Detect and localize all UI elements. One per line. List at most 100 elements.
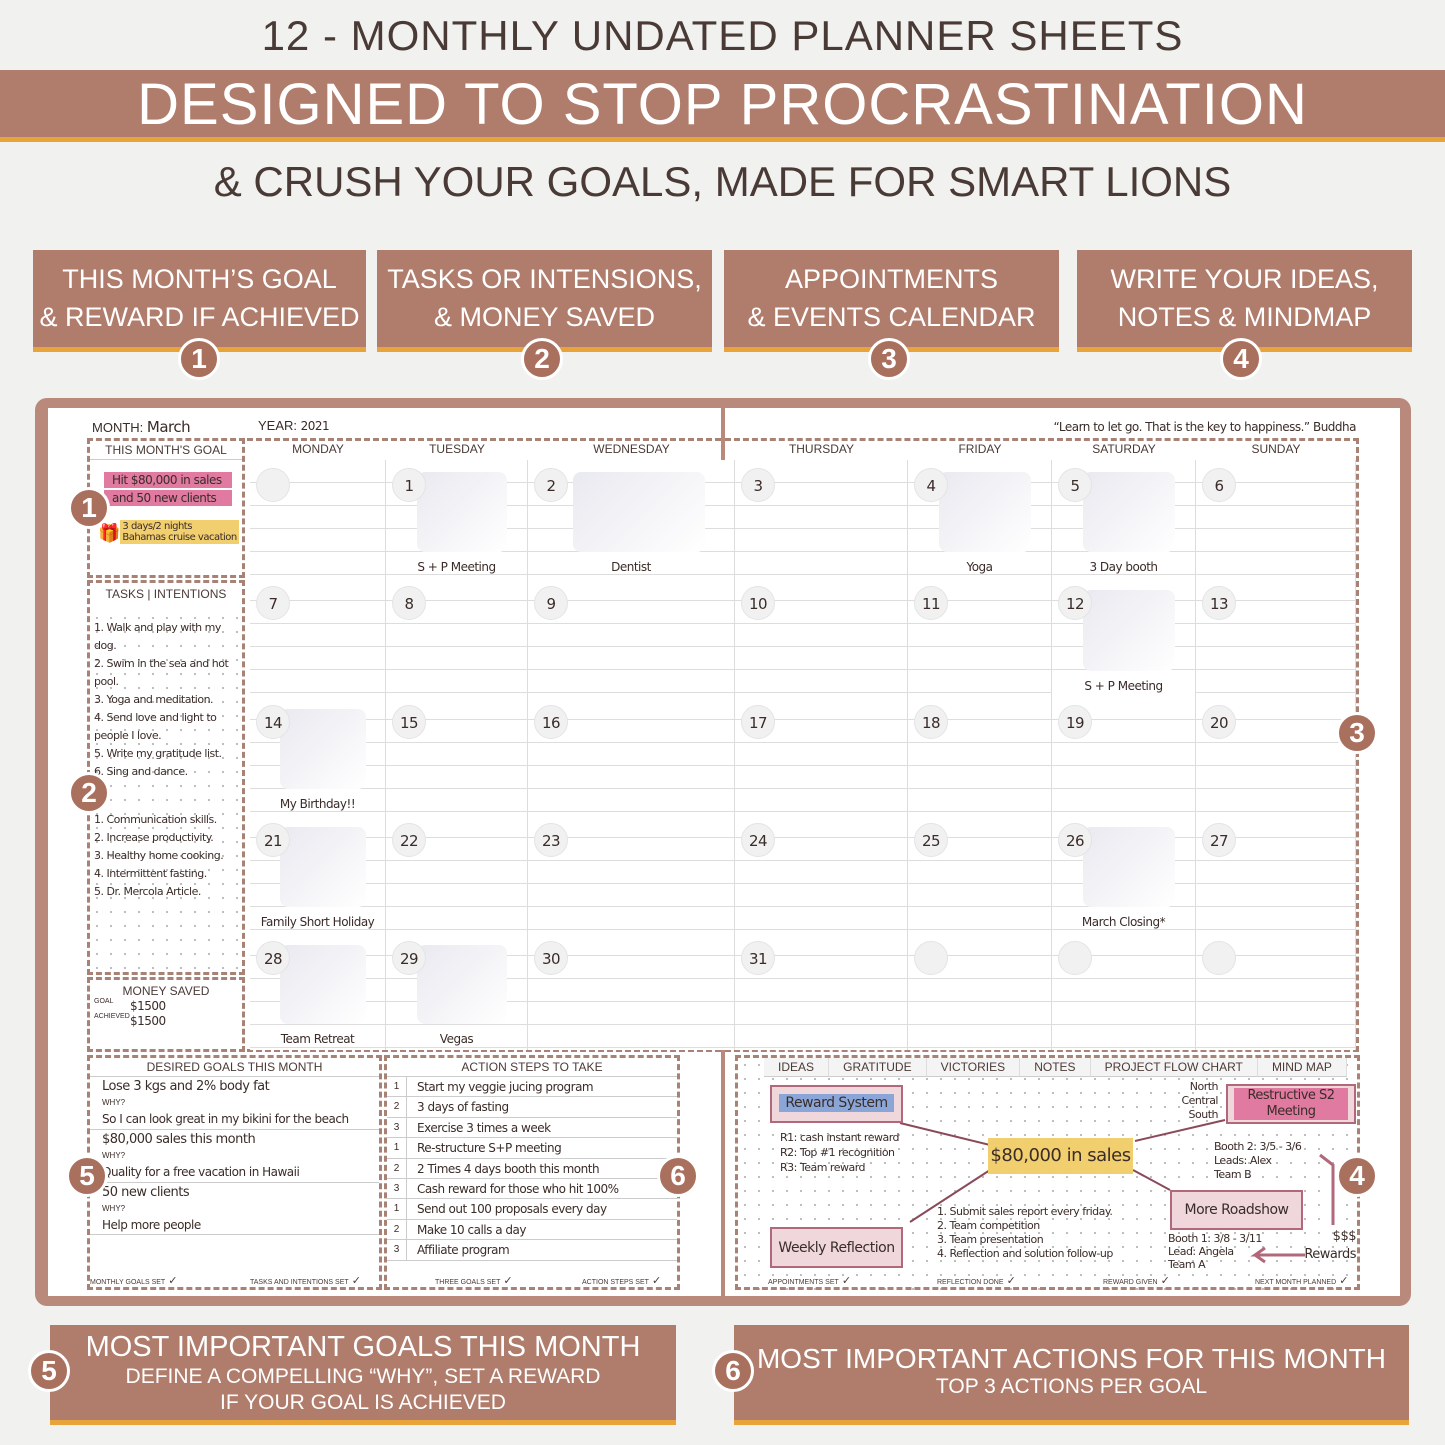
meeting-node-label: Restructive S2 Meeting (1234, 1088, 1348, 1120)
calendar-day-cell[interactable]: 17 (735, 697, 908, 815)
calendar-day-cell[interactable] (250, 460, 386, 578)
day-number: 13 (1202, 586, 1236, 620)
calendar-day-cell[interactable]: 23 (528, 815, 735, 933)
calendar-day-cell[interactable]: 20 (1196, 697, 1356, 815)
day-number (256, 468, 290, 502)
calendar-day-cell[interactable]: 8 (386, 578, 528, 697)
calendar-day-cell[interactable]: Dentist 2 (528, 460, 735, 578)
feature-3: APPOINTMENTS & EVENTS CALENDAR (724, 250, 1059, 352)
action-row: 1 Send out 100 proposals every day (387, 1199, 677, 1220)
headline-banner: DESIGNED TO STOP PROCRASTINATION (0, 70, 1445, 142)
day-number: 6 (1202, 468, 1236, 502)
calendar-day-cell[interactable]: 16 (528, 697, 735, 815)
day-number: 5 (1058, 468, 1092, 502)
center-node-label: $80,000 in sales (990, 1145, 1131, 1166)
calendar-day-cell[interactable]: 3 (735, 460, 908, 578)
calendar-day-cell[interactable]: 19 (1052, 697, 1196, 815)
checkmark-icon: ✓ (1157, 1275, 1170, 1287)
mindmap-note: North (1189, 1080, 1219, 1093)
action-row: 2 Make 10 calls a day (387, 1219, 677, 1241)
calendar-day-cell[interactable]: 15 (386, 697, 528, 815)
action-row: 3 Affiliate program (387, 1240, 677, 1261)
calendar-day-cell[interactable] (1052, 933, 1196, 1050)
notes-tab[interactable]: PROJECT FLOW CHART (1090, 1058, 1258, 1077)
event-label: My Birthday!! (250, 797, 385, 811)
day-number: 16 (534, 705, 568, 739)
calendar-day-cell[interactable]: 13 (1196, 578, 1356, 697)
day-number: 25 (914, 823, 948, 857)
checklist-item[interactable]: THREE GOALS SET ✓ (435, 1274, 513, 1287)
calendar-day-cell[interactable] (908, 933, 1052, 1050)
day-header-saturday: SATURDAY (1092, 442, 1156, 456)
calendar-day-cell[interactable]: 11 (908, 578, 1052, 697)
calendar-day-cell[interactable]: March Closing* 26 (1052, 815, 1196, 933)
notes-tab[interactable]: MIND MAP (1257, 1058, 1347, 1077)
calendar-day-cell[interactable]: 3 Day booth 5 (1052, 460, 1196, 578)
reward-node-label: Reward System (779, 1094, 894, 1112)
calendar-day-cell[interactable]: 7 (250, 578, 386, 697)
notes-tab[interactable]: VICTORIES (926, 1058, 1021, 1077)
action-text: 2 Times 4 days booth this month (417, 1161, 600, 1176)
booth-1-notes: Booth 1: 3/8 - 3/11 Lead: Angela Team A (1168, 1232, 1262, 1271)
task-item: 2. Swim in the sea and hot pool. (94, 657, 229, 688)
action-text: Start my veggie jucing program (417, 1080, 594, 1094)
task-item: 4. Intermittent fasting. (94, 867, 207, 880)
checklist-item[interactable]: REFLECTION DONE ✓ (937, 1274, 1016, 1287)
event-illustration (939, 472, 1031, 552)
money-saved-box: MONEY SAVED GOAL $1500 ACHIEVED $1500 (87, 977, 245, 1052)
action-number: 1 (387, 1077, 407, 1097)
mindmap-note: R1: cash instant reward (780, 1131, 900, 1144)
tasks-list: 1. Walk and play with my dog. 2. Swim in … (90, 619, 242, 781)
arrow-left-icon (1250, 1246, 1305, 1264)
calendar-day-cell[interactable]: Yoga 4 (908, 460, 1052, 578)
calendar-day-cell[interactable]: 10 (735, 578, 908, 697)
notes-tab[interactable]: IDEAS (764, 1058, 830, 1077)
actions-box: ACTION STEPS TO TAKE 1 Start my veggie ju… (384, 1055, 680, 1290)
checklist-item[interactable]: APPOINTMENTS SET ✓ (768, 1274, 851, 1287)
calendar-day-cell[interactable]: Team Retreat 28 (250, 933, 386, 1050)
subtitle: & CRUSH YOUR GOALS, MADE FOR SMART LIONS (213, 158, 1232, 205)
calendar-day-cell[interactable]: S + P Meeting 12 (1052, 578, 1196, 697)
feature-number-2: 2 (521, 338, 563, 380)
notes-tab[interactable]: NOTES (1020, 1058, 1091, 1077)
calendar-day-cell[interactable]: Vegas 29 (386, 933, 528, 1050)
calendar-day-cell[interactable]: 18 (908, 697, 1052, 815)
calendar-day-cell[interactable]: S + P Meeting 1 (386, 460, 528, 578)
mindmap-note: 3. Team presentation (937, 1233, 1044, 1246)
checklist-item[interactable]: NEXT MONTH PLANNED ✓ (1255, 1274, 1348, 1287)
notes-tab[interactable]: GRATITUDE (829, 1058, 927, 1077)
mindmap-note: 2. Team competition (937, 1219, 1040, 1232)
calendar-day-cell[interactable]: 30 (528, 933, 735, 1050)
day-header-monday: MONDAY (292, 442, 344, 456)
calendar-day-cell[interactable]: 9 (528, 578, 735, 697)
day-number: 8 (392, 586, 426, 620)
day-header-thursday: THURSDAY (788, 442, 855, 456)
calendar-day-cell[interactable]: Family Short Holiday 21 (250, 815, 386, 933)
calendar-day-cell[interactable]: 6 (1196, 460, 1356, 578)
calendar-day-cell[interactable]: 24 (735, 815, 908, 933)
connector (1132, 1169, 1171, 1191)
calendar-day-cell[interactable]: 31 (735, 933, 908, 1050)
callout-title: MOST IMPORTANT GOALS THIS MONTH (85, 1331, 641, 1363)
checklist-item[interactable]: REWARD GIVEN ✓ (1103, 1274, 1170, 1287)
day-number: 31 (741, 941, 775, 975)
calendar-day-cell[interactable]: 25 (908, 815, 1052, 933)
marker-6: 6 (657, 1155, 699, 1197)
mindmap-note: Leads: Alex (1214, 1154, 1272, 1167)
callout-actions: MOST IMPORTANT ACTIONS FOR THIS MONTH TO… (734, 1325, 1409, 1425)
checklist-item[interactable]: MONTHLY GOALS SET ✓ (90, 1274, 177, 1287)
task-item: 6. Sing and dance. (94, 765, 188, 778)
action-text: Exercise 3 times a week (417, 1120, 551, 1135)
day-number: 21 (256, 823, 290, 857)
calendar-day-cell[interactable]: My Birthday!! 14 (250, 697, 386, 815)
calendar-day-cell[interactable]: 22 (386, 815, 528, 933)
actions-title: ACTION STEPS TO TAKE (387, 1058, 677, 1077)
goals-box: DESIRED GOALS THIS MONTH Lose 3 kgs and … (87, 1055, 382, 1290)
year-value: 2021 (300, 419, 330, 433)
day-number: 28 (256, 941, 290, 975)
calendar-day-cell[interactable] (1196, 933, 1356, 1050)
checklist-item[interactable]: TASKS AND INTENTIONS SET ✓ (250, 1274, 361, 1287)
feature-2: TASKS OR INTENSIONS, & MONEY SAVED (377, 250, 712, 352)
calendar-day-cell[interactable]: 27 (1196, 815, 1356, 933)
checklist-item[interactable]: ACTION STEPS SET ✓ (582, 1274, 661, 1287)
